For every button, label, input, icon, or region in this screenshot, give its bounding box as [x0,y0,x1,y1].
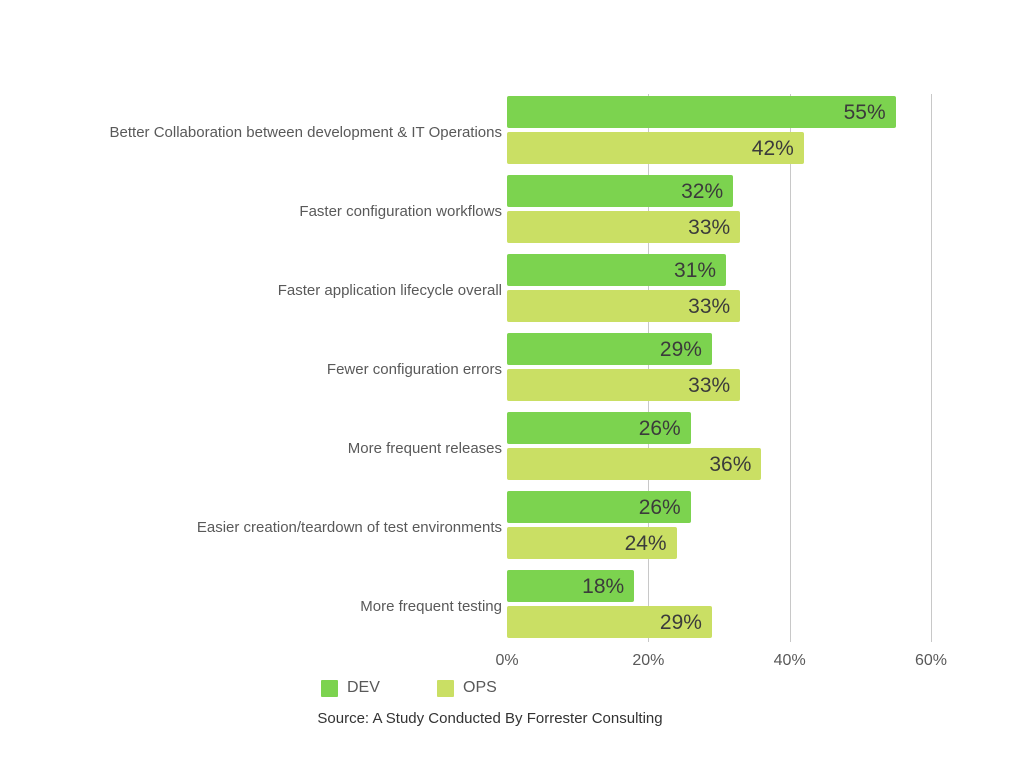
x-tick-label: 60% [914,652,948,669]
category-row: Faster application lifecycle overall 31% 3… [0,252,1024,331]
bar-dev: 26% [507,412,691,444]
bar-value-label: 26% [638,495,681,519]
bar-value-label: 18% [582,574,625,598]
bar-value-label: 33% [688,215,731,239]
gridline [648,94,650,642]
bar-ops: 24% [507,527,677,559]
bar-value-label: 36% [709,452,752,476]
category-row: Faster configuration workflows 32% 33% [0,173,1024,252]
category-label: Easier creation/teardown of test environ… [196,519,502,537]
bar-dev: 32% [507,175,734,207]
legend-label: DEV [347,679,380,696]
category-row: Easier creation/teardown of test environ… [0,489,1024,568]
bar-value-label: 33% [688,373,731,397]
bar-value-label: 33% [688,294,731,318]
bar-dev: 29% [507,333,712,365]
x-tick-label: 40% [773,652,806,669]
legend-item-ops: OPS [437,679,497,697]
x-tick-label: 20% [632,652,665,669]
bar-dev: 18% [507,570,635,602]
legend-label: OPS [463,679,497,696]
bar-dev: 31% [507,254,727,286]
bar-value-label: 32% [681,179,724,203]
category-row: More frequent releases 26% 36% [0,410,1024,489]
bar-ops: 33% [507,369,741,401]
bar-value-label: 55% [843,100,886,124]
bar-value-label: 26% [638,416,681,440]
bar-dev: 55% [507,96,896,128]
category-label: More frequent testing [360,598,502,616]
bar-value-label: 29% [659,337,702,361]
category-label: Better Collaboration between development… [109,124,502,142]
bar-group: 55% 42% [507,94,1017,173]
category-label: More frequent releases [347,440,502,458]
bar-value-label: 31% [674,258,717,282]
legend: DEV OPS [0,679,1024,701]
x-axis: 0% 20% 40% 60% [0,652,1024,674]
bar-group: 18% 29% [507,568,1017,647]
bar-group: 29% 33% [507,331,1017,410]
bar-group: 31% 33% [507,252,1017,331]
category-label: Fewer configuration errors [326,361,502,379]
bar-ops: 42% [507,132,804,164]
bar-group: 26% 24% [507,489,1017,568]
category-row: Better Collaboration between development… [0,94,1024,173]
legend-swatch-dev [321,679,338,697]
gridline [931,94,932,642]
category-label: Faster configuration workflows [299,203,502,221]
bar-value-label: 24% [624,531,667,555]
bar-value-label: 42% [751,136,794,160]
category-label: Faster application lifecycle overall [277,282,502,300]
source-caption: Source: A Study Conducted By Forrester C… [317,710,663,727]
bar-ops: 36% [507,448,762,480]
category-row: Fewer configuration errors 29% 33% [0,331,1024,410]
bar-ops: 33% [507,211,741,243]
bar-value-label: 29% [659,610,702,634]
bar-ops: 33% [507,290,741,322]
bar-group: 26% 36% [507,410,1017,489]
bar-dev: 26% [507,491,691,523]
x-tick-label: 0% [495,652,519,669]
legend-swatch-ops [437,679,454,697]
bar-ops: 29% [507,606,712,638]
category-row: More frequent testing 18% 29% [0,568,1024,647]
legend-item-dev: DEV [321,679,380,697]
gridline [789,94,791,642]
bar-group: 32% 33% [507,173,1017,252]
chart-rows: Better Collaboration between development… [0,94,1024,647]
